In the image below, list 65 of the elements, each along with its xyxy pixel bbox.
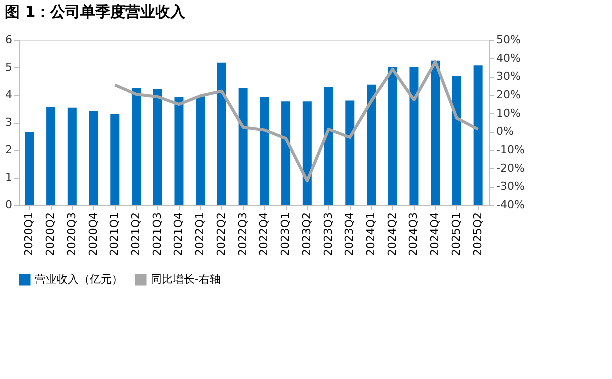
x-tick-label: 2020Q4 [86, 212, 100, 256]
y2-tick-label: -10% [496, 144, 525, 156]
x-tick-label: 2022Q2 [214, 212, 228, 256]
bar [68, 108, 77, 205]
bar [346, 100, 355, 205]
x-tick-label: 2020Q3 [65, 212, 78, 256]
x-tick-label: 2024Q3 [407, 212, 420, 256]
x-tick-label: 2021Q2 [130, 212, 142, 256]
line-series [114, 60, 480, 183]
y2-tick-label: 10% [496, 106, 521, 120]
legend-label: 营业收入（亿元） [35, 273, 123, 286]
bar [452, 76, 462, 205]
y-tick-label: 2 [6, 144, 12, 156]
y-tick-label: 4 [6, 88, 12, 102]
x-tick-label: 2023Q3 [322, 212, 335, 256]
x-tick-label: 2022Q1 [194, 212, 207, 256]
bar [367, 84, 376, 205]
bar [89, 110, 98, 205]
y-tick-label: 3 [6, 116, 12, 129]
bar [282, 102, 291, 205]
bar [431, 60, 440, 205]
y-tick-label: 0 [6, 198, 12, 212]
x-tick-label: 2021Q3 [150, 212, 164, 256]
x-tick-label: 2021Q1 [108, 212, 122, 256]
x-tick-label: 2023Q4 [343, 212, 356, 256]
bar [217, 62, 226, 205]
y-tick-label: 5 [6, 61, 12, 74]
bar [302, 102, 312, 205]
y2-tick-label: -40% [496, 198, 525, 212]
legend-label: 同比增长-右轴 [151, 273, 221, 286]
bar [46, 107, 56, 205]
x-tick-label: 2020Q1 [22, 212, 36, 256]
y-tick-label: 1 [6, 171, 12, 184]
x-tick-label: 2025Q2 [471, 212, 484, 256]
y2-tick-label: 20% [496, 88, 521, 102]
x-tick-label: 2024Q4 [428, 212, 442, 256]
x-tick-label: 2022Q3 [236, 212, 250, 256]
bar [174, 97, 184, 205]
bar [260, 97, 270, 205]
chart-title: 图 1：公司单季度营业收入 [5, 3, 187, 21]
x-tick-label: 2024Q2 [386, 212, 399, 256]
bar [196, 96, 206, 205]
x-tick-label: 2023Q1 [279, 212, 292, 256]
bar [388, 66, 398, 205]
y2-tick-label: 0% [496, 125, 514, 138]
y2-tick-label: 40% [496, 52, 521, 65]
x-tick-label: 2021Q4 [172, 212, 186, 256]
x-tick-label: 2025Q1 [450, 212, 463, 256]
x-tick-label: 2022Q4 [258, 212, 271, 256]
x-tick-label: 2023Q2 [300, 212, 314, 256]
bar [110, 114, 120, 205]
bar [238, 88, 248, 205]
y2-tick-label: 30% [496, 70, 521, 84]
x-tick-label: 2024Q1 [364, 212, 378, 256]
x-tick-label: 2020Q2 [44, 212, 58, 256]
y-tick-label: 6 [6, 34, 12, 46]
bar [132, 88, 141, 205]
y2-tick-label: -30% [496, 180, 525, 194]
bar [474, 66, 483, 205]
y2-tick-label: -20% [496, 162, 525, 175]
y2-tick-label: 50% [496, 34, 521, 46]
bar [324, 87, 334, 205]
bar [153, 89, 162, 205]
bar [25, 132, 34, 205]
bar [410, 66, 419, 205]
